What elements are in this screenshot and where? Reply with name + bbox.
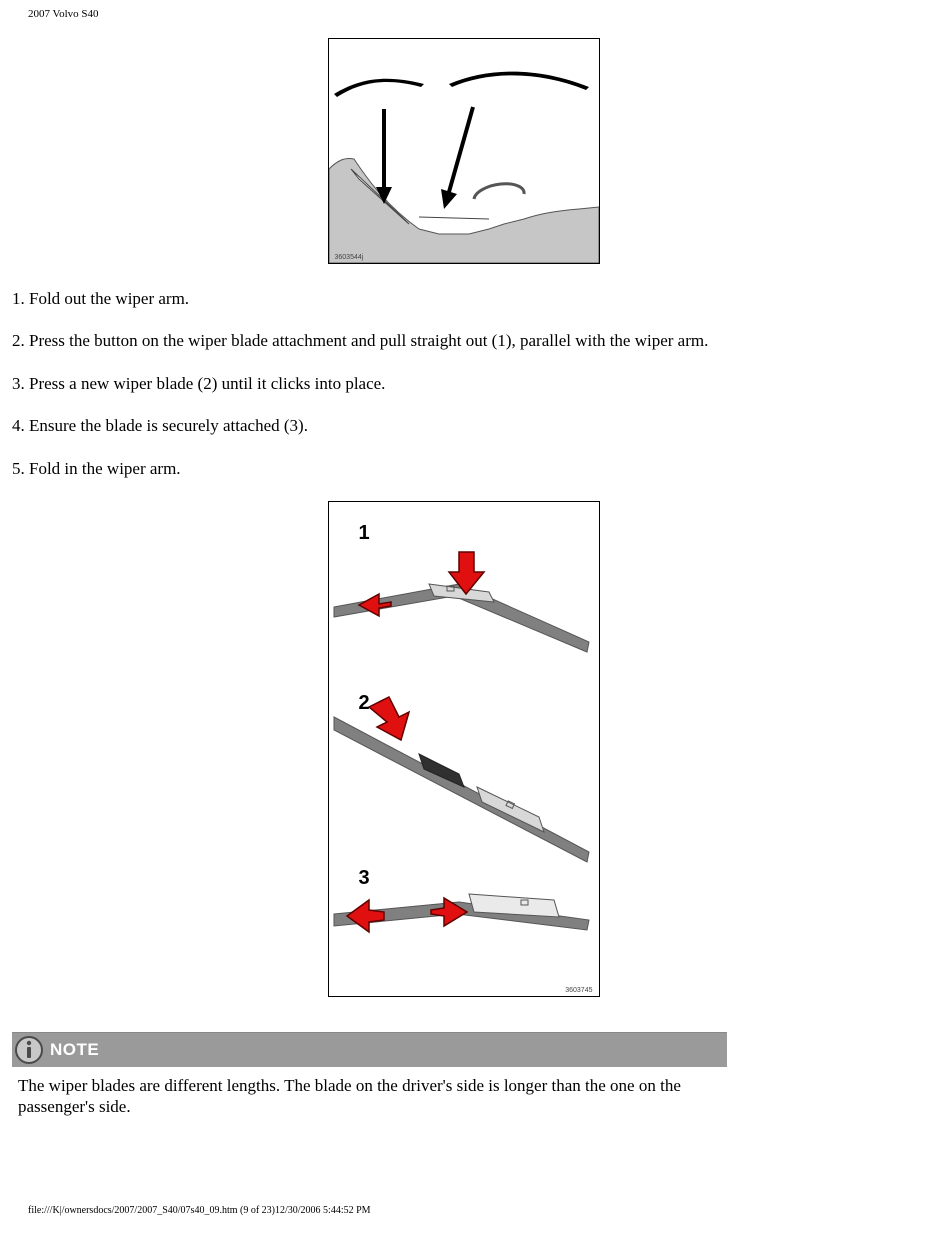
- panel-label-3: 3: [359, 867, 370, 890]
- page-header: 2007 Volvo S40: [10, 8, 917, 20]
- figure-1-ref: 3603544j: [335, 254, 364, 261]
- instruction-steps: 1. Fold out the wiper arm. 2. Press the …: [10, 289, 917, 479]
- info-icon: [12, 1033, 46, 1067]
- step-2: 2. Press the button on the wiper blade a…: [12, 331, 915, 351]
- step-4: 4. Ensure the blade is securely attached…: [12, 416, 915, 436]
- blade-replacement-icon: [329, 502, 599, 996]
- note-box: NOTE The wiper blades are different leng…: [12, 1032, 727, 1126]
- figure-2-ref: 3603745: [565, 987, 592, 994]
- note-header: NOTE: [12, 1032, 727, 1067]
- windshield-wiper-icon: [329, 39, 599, 263]
- note-body: The wiper blades are different lengths. …: [12, 1067, 727, 1126]
- figure-1-container: 3603544j: [10, 38, 917, 269]
- panel-label-2: 2: [359, 692, 370, 715]
- step-5: 5. Fold in the wiper arm.: [12, 459, 915, 479]
- page-footer: file:///K|/ownersdocs/2007/2007_S40/07s4…: [10, 1205, 917, 1216]
- figure-2-container: 1 2 3 3603745: [10, 501, 917, 1002]
- step-1: 1. Fold out the wiper arm.: [12, 289, 915, 309]
- document-page: 2007 Volvo S40 3603544j: [0, 0, 927, 1236]
- figure-2-blade-steps: 1 2 3 3603745: [328, 501, 600, 997]
- figure-1-windshield: 3603544j: [328, 38, 600, 264]
- panel-label-1: 1: [359, 522, 370, 545]
- step-3: 3. Press a new wiper blade (2) until it …: [12, 374, 915, 394]
- note-label: NOTE: [50, 1040, 99, 1060]
